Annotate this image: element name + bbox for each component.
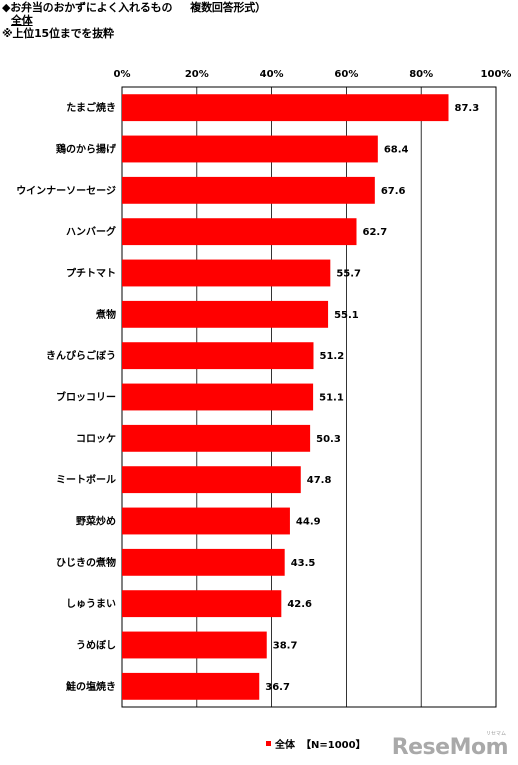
- bar: [122, 672, 260, 700]
- bar: [122, 424, 311, 452]
- value-label: 43.5: [291, 558, 316, 569]
- header-row: ◆お弁当のおかずによく入れるもの 複数回答形式）: [2, 1, 512, 14]
- legend-swatch: [266, 741, 271, 746]
- bar: [122, 342, 314, 370]
- value-labels: 87.3 68.4 67.6 62.7 55.7 55.1 51.2 51.1 50.3 47.8…: [265, 103, 479, 693]
- subset-label: 全体: [11, 14, 33, 27]
- category-label: プチトマト: [66, 267, 116, 280]
- value-label: 50.3: [316, 434, 341, 445]
- value-label: 42.6: [287, 599, 312, 610]
- bar: [122, 300, 329, 328]
- value-label: 36.7: [265, 682, 290, 693]
- x-tick-label: 0%: [114, 69, 131, 80]
- value-label: 55.7: [336, 269, 361, 280]
- bar: [122, 218, 357, 246]
- bar: [122, 383, 314, 411]
- value-label: 67.6: [381, 186, 406, 197]
- category-label: ミートボール: [56, 473, 116, 486]
- x-tick-label: 60%: [334, 69, 358, 80]
- question-type: 複数回答形式）: [190, 1, 266, 14]
- x-tick-label: 20%: [185, 69, 209, 80]
- category-label: しゅうまい: [66, 598, 116, 610]
- bar: [122, 507, 290, 535]
- value-label: 47.8: [307, 475, 332, 486]
- category-label: うめぼし: [76, 639, 116, 652]
- subset-label-row: 全体: [2, 14, 512, 27]
- legend-series-label: 全体: [274, 738, 296, 751]
- bar: [122, 548, 285, 576]
- category-label: ひじきの煮物: [56, 556, 116, 569]
- category-label: 鶏のから揚げ: [56, 143, 117, 156]
- bar: [122, 466, 301, 494]
- category-label: ハンバーグ: [66, 225, 116, 238]
- category-label: 煮物: [95, 308, 116, 321]
- category-label: ブロッコリー: [56, 391, 116, 404]
- category-label: たまご焼き: [66, 101, 116, 114]
- category-label: コロッケ: [76, 433, 116, 445]
- value-label: 51.2: [319, 351, 344, 362]
- category-labels: たまご焼き鶏のから揚げウインナーソーセージハンバーグプチトマト煮物きんぴらごぼう…: [16, 101, 117, 693]
- value-label: 44.9: [296, 517, 321, 528]
- bar: [122, 590, 282, 618]
- bar: [122, 94, 449, 122]
- legend: 全体 【N=1000】: [266, 738, 366, 751]
- category-label: 野菜炒め: [76, 515, 116, 528]
- bar: [122, 176, 375, 204]
- question-title: ◆お弁当のおかずによく入れるもの: [2, 1, 173, 14]
- category-label: きんぴらごぼう: [46, 349, 116, 362]
- bar: [122, 259, 331, 287]
- note: ※上位15位までを抜粋: [2, 27, 114, 40]
- value-label: 55.1: [334, 310, 359, 321]
- watermark-small-text: リセマム: [485, 731, 506, 737]
- watermark-logo: ReseMom: [391, 735, 509, 760]
- bars: [122, 94, 449, 700]
- x-tick-label: 40%: [260, 69, 284, 80]
- value-label: 87.3: [455, 103, 480, 114]
- legend-sample-label: 【N=1000】: [301, 738, 366, 751]
- resemom-watermark: リセマム ReseMom: [391, 731, 509, 760]
- bar: [122, 135, 378, 163]
- category-label: ウインナーソーセージ: [16, 185, 116, 197]
- value-label: 62.7: [362, 227, 387, 238]
- x-tick-label: 100%: [481, 69, 512, 80]
- x-tick-labels: 0% 20% 40% 60% 80% 100%: [114, 69, 512, 80]
- value-label: 51.1: [319, 393, 344, 404]
- value-label: 68.4: [384, 145, 409, 156]
- bar: [122, 631, 267, 659]
- chart-header: ◆お弁当のおかずによく入れるもの 複数回答形式） 全体 ※上位15位までを抜粋: [2, 1, 512, 40]
- category-label: 鮭の塩焼き: [65, 680, 116, 693]
- x-tick-label: 80%: [409, 69, 433, 80]
- value-label: 38.7: [273, 641, 298, 652]
